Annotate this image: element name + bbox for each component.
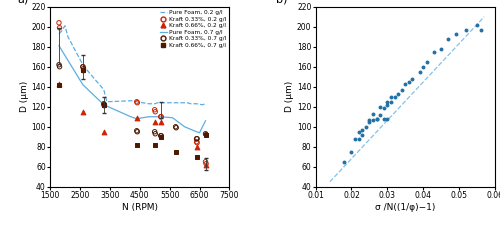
Point [376, 105, 384, 108]
Point [100, 103, 108, 107]
Point [376, 113, 384, 117]
Point [348, 150, 356, 153]
Point [157, 115, 165, 119]
Point [80, 67, 88, 71]
Point [152, 132, 160, 135]
Point [380, 117, 388, 121]
Point [100, 103, 108, 107]
Point [132, 116, 140, 119]
Text: b): b) [276, 0, 287, 5]
Point [134, 101, 141, 105]
Point [100, 130, 108, 134]
Point [380, 106, 388, 110]
Point [202, 132, 209, 135]
Point [80, 69, 88, 72]
Point [340, 160, 348, 164]
Point [452, 32, 460, 36]
Point [55, 82, 63, 86]
Point [79, 68, 87, 72]
Point [202, 160, 209, 164]
Point [366, 120, 374, 124]
Point [408, 77, 416, 81]
Point [387, 100, 395, 104]
Point [394, 92, 402, 96]
Point [56, 26, 64, 29]
Point [430, 50, 438, 54]
Point [202, 162, 210, 166]
Legend: Pure Foam, 0.2 g/l, Kraft 0.33%, 0.2 g/l, Kraft 0.66%, 0.2 g/l, Pure Foam, 0.7 g: Pure Foam, 0.2 g/l, Kraft 0.33%, 0.2 g/l… [158, 8, 228, 50]
Point [192, 145, 200, 148]
Point [369, 118, 377, 122]
Point [444, 37, 452, 40]
Point [202, 133, 209, 137]
Point [152, 110, 160, 114]
Point [192, 155, 200, 159]
Point [100, 102, 108, 106]
Point [423, 60, 431, 63]
Point [372, 117, 380, 121]
Point [134, 130, 141, 134]
Point [156, 120, 164, 124]
Point [354, 137, 362, 141]
Point [132, 129, 140, 133]
Point [202, 163, 209, 166]
Point [354, 130, 362, 134]
Point [398, 88, 406, 92]
Point [157, 134, 165, 137]
Point [79, 65, 87, 69]
Point [172, 150, 179, 153]
Text: a): a) [18, 0, 29, 5]
Point [193, 141, 201, 144]
Y-axis label: D (μm): D (μm) [20, 81, 28, 112]
Point [384, 117, 392, 121]
Point [79, 110, 87, 114]
Point [150, 143, 158, 146]
Point [387, 95, 395, 99]
Point [362, 125, 370, 128]
Point [132, 143, 140, 146]
Point [476, 28, 484, 32]
X-axis label: σ /N((1/φ)−1): σ /N((1/φ)−1) [375, 203, 436, 212]
Point [79, 65, 87, 69]
Point [156, 115, 164, 119]
Point [150, 120, 158, 124]
Point [358, 133, 366, 137]
Point [351, 137, 359, 141]
Point [150, 108, 158, 112]
Point [402, 82, 409, 86]
Point [366, 118, 374, 122]
Point [56, 65, 64, 69]
Point [172, 126, 180, 130]
Point [384, 103, 392, 107]
Point [405, 80, 413, 83]
Point [132, 100, 140, 104]
Point [55, 63, 63, 67]
Point [419, 65, 427, 69]
Point [437, 47, 445, 51]
Y-axis label: D (μm): D (μm) [285, 81, 294, 112]
Point [156, 135, 164, 139]
X-axis label: N (RPM): N (RPM) [122, 203, 158, 212]
Point [100, 103, 108, 107]
Point [150, 130, 158, 134]
Point [192, 137, 200, 141]
Point [156, 134, 164, 137]
Point [390, 95, 398, 99]
Point [100, 104, 108, 108]
Point [372, 117, 380, 121]
Point [473, 23, 481, 27]
Point [55, 21, 63, 25]
Point [384, 100, 392, 104]
Point [462, 28, 470, 32]
Point [416, 70, 424, 74]
Point [193, 137, 201, 141]
Point [358, 128, 366, 132]
Point [192, 140, 200, 144]
Point [172, 125, 179, 128]
Point [369, 112, 377, 116]
Point [55, 83, 63, 87]
Point [202, 133, 210, 137]
